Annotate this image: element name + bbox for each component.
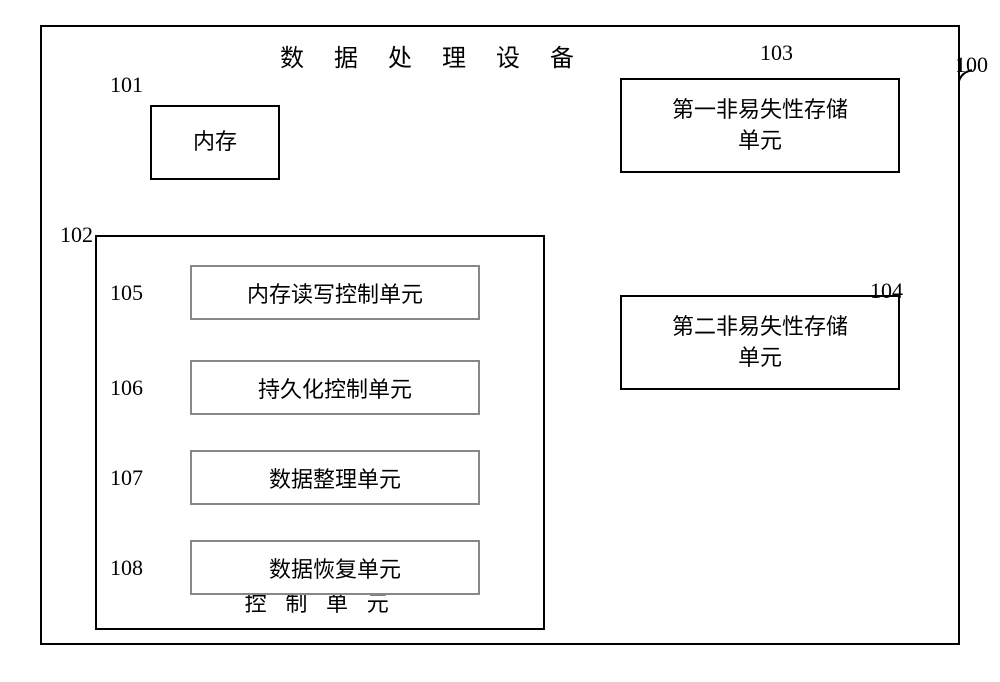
recover-label: 数据恢复单元 bbox=[269, 552, 401, 584]
memory-block: 内存 bbox=[150, 105, 280, 180]
diagram-canvas: 数 据 处 理 设 备 内存 第一非易失性存储单元 第二非易失性存储单元 控 制… bbox=[0, 0, 1000, 682]
data-recover-unit: 数据恢复单元 bbox=[190, 540, 480, 595]
ref-103: 103 bbox=[760, 40, 793, 66]
persist-control-unit: 持久化控制单元 bbox=[190, 360, 480, 415]
ref-107: 107 bbox=[110, 465, 143, 491]
data-org-unit: 数据整理单元 bbox=[190, 450, 480, 505]
ref-105: 105 bbox=[110, 280, 143, 306]
rw-control-unit: 内存读写控制单元 bbox=[190, 265, 480, 320]
nvm1-block: 第一非易失性存储单元 bbox=[620, 78, 900, 173]
ref-101: 101 bbox=[110, 72, 143, 98]
ref-104: 104 bbox=[870, 278, 903, 304]
ref-106: 106 bbox=[110, 375, 143, 401]
nvm2-block: 第二非易失性存储单元 bbox=[620, 295, 900, 390]
org-label: 数据整理单元 bbox=[269, 462, 401, 494]
ref-100: 100 bbox=[955, 52, 988, 78]
ref-108: 108 bbox=[110, 555, 143, 581]
nvm1-label: 第一非易失性存储单元 bbox=[672, 95, 848, 157]
rw-label: 内存读写控制单元 bbox=[247, 277, 423, 309]
memory-label: 内存 bbox=[193, 127, 237, 158]
ref-102: 102 bbox=[60, 222, 93, 248]
nvm2-label: 第二非易失性存储单元 bbox=[672, 312, 848, 374]
persist-label: 持久化控制单元 bbox=[258, 372, 412, 404]
diagram-title: 数 据 处 理 设 备 bbox=[280, 38, 586, 73]
